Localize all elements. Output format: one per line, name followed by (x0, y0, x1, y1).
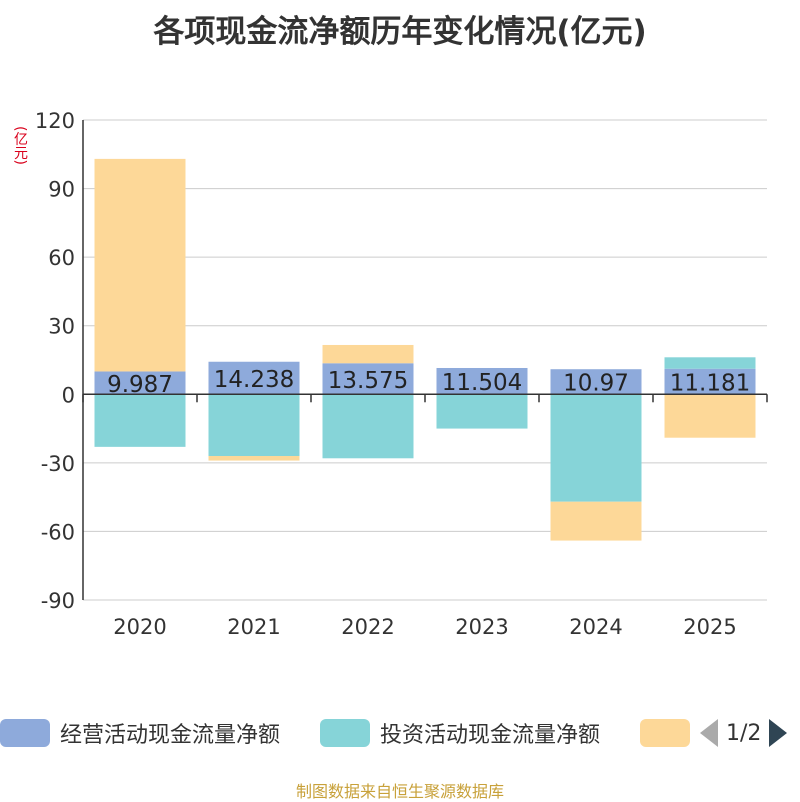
y-tick-label: 30 (48, 315, 75, 339)
bar-series1-2023 (436, 394, 528, 429)
bar-series0-2024 (550, 369, 642, 395)
legend-label-operating: 经营活动现金流量净额 (60, 723, 281, 748)
data-source-note: 制图数据来自恒生聚源数据库 (295, 782, 504, 801)
bar-series1-2022 (322, 394, 414, 459)
bar-series0-2025 (664, 368, 756, 395)
legend-swatch-financing (640, 719, 690, 747)
bar-series0-2022 (322, 363, 414, 395)
y-axis-unit-label: (亿元) (12, 126, 28, 165)
prev-page-icon[interactable] (700, 719, 718, 747)
chart-title: 各项现金流净额历年变化情况(亿元) (153, 14, 647, 50)
data-label: 13.575 (328, 368, 408, 394)
x-tick-label: 2025 (683, 615, 736, 639)
legend-swatch-operating (0, 719, 50, 747)
data-label: 14.238 (214, 367, 294, 393)
legend-page-indicator: 1/2 (726, 720, 762, 746)
bar-series2-2022 (322, 344, 414, 364)
bar-series1-2021 (208, 394, 300, 456)
bar-series2-2025 (664, 394, 756, 438)
x-tick-label: 2021 (227, 615, 280, 639)
x-tick-label: 2023 (455, 615, 508, 639)
data-label: 11.504 (442, 370, 522, 396)
bar-series1-2024 (550, 394, 642, 502)
legend: 经营活动现金流量净额 投资活动现金流量净额 (0, 716, 800, 756)
legend-item-financing[interactable] (640, 716, 700, 750)
x-tick-label: 2020 (113, 615, 166, 639)
y-tick-label: -60 (41, 520, 75, 544)
data-label: 10.97 (563, 371, 629, 397)
y-tick-label: 60 (48, 246, 75, 270)
legend-pager: 1/2 (700, 716, 800, 750)
y-tick-label: -30 (41, 452, 75, 476)
bar-series2-2021 (208, 456, 300, 461)
bar-series0-2021 (208, 361, 300, 395)
bar-chart: 120 90 60 30 0 -30 -60 -90 9.987 14.238 13.575 11.5… (35, 109, 768, 639)
x-tick-label: 2024 (569, 615, 622, 639)
legend-label-investing: 投资活动现金流量净额 (380, 723, 601, 748)
next-page-icon[interactable] (769, 719, 788, 747)
bar-series1-2025 (664, 357, 756, 369)
bar-series1-2020 (94, 394, 186, 447)
legend-item-investing[interactable]: 投资活动现金流量净额 (320, 716, 600, 750)
bar-series2-2024 (550, 501, 642, 541)
y-tick-label: 120 (35, 109, 75, 133)
legend-item-operating[interactable]: 经营活动现金流量净额 (0, 716, 280, 750)
data-label: 11.181 (670, 371, 750, 397)
bar-series2-2020 (94, 158, 186, 372)
x-tick-label: 2022 (341, 615, 394, 639)
y-tick-label: 0 (62, 383, 75, 407)
y-tick-label: 90 (48, 178, 75, 202)
legend-swatch-investing (320, 719, 370, 747)
bar-series0-2023 (436, 367, 528, 395)
bar-series0-2020 (94, 371, 186, 395)
y-tick-label: -90 (41, 589, 75, 613)
data-label: 9.987 (107, 372, 173, 398)
